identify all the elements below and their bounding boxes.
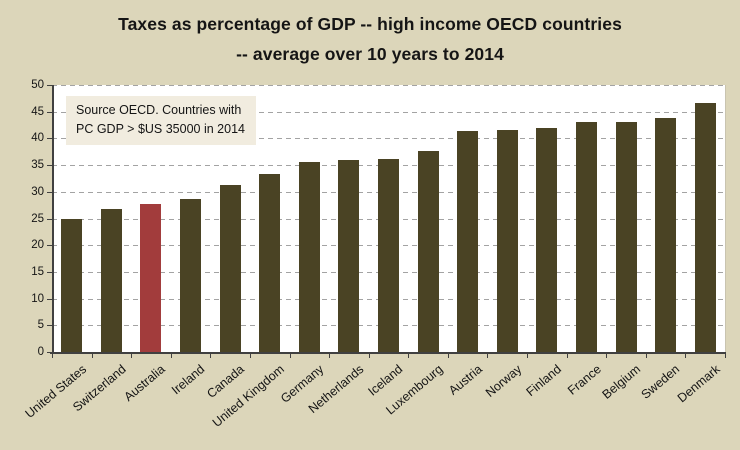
x-axis-tick (131, 354, 133, 358)
gridline-50 (52, 85, 725, 86)
x-axis-tick (606, 354, 608, 358)
y-axis-tick (47, 218, 52, 220)
bar-united-kingdom (259, 173, 281, 352)
bar-france (575, 122, 597, 352)
y-axis-tick (47, 165, 52, 167)
x-axis-label-finland: Finland (523, 362, 564, 400)
bar-ireland (180, 198, 202, 352)
x-axis-tick (447, 354, 449, 358)
x-axis-line (50, 352, 726, 354)
y-axis-tick (47, 191, 52, 193)
y-axis-tick (47, 298, 52, 300)
y-axis-tick-label-5: 5 (37, 319, 44, 332)
y-axis-tick-label-20: 20 (31, 239, 44, 252)
x-axis-tick (566, 354, 568, 358)
y-axis-tick (47, 111, 52, 113)
x-axis-tick (52, 354, 53, 358)
y-axis-tick-label-40: 40 (31, 132, 44, 145)
bar-united-states (61, 218, 83, 352)
chart-title-line1: Taxes as percentage of GDP -- high incom… (118, 14, 622, 34)
x-axis-label-denmark: Denmark (674, 362, 723, 406)
x-axis-label-united-kingdom: United Kingdom (209, 362, 287, 430)
bar-belgium (615, 121, 637, 352)
gridline-45 (52, 111, 725, 113)
x-axis-tick (329, 354, 331, 358)
x-axis-tick (368, 354, 370, 358)
chart-title: Taxes as percentage of GDP -- high incom… (0, 10, 740, 70)
bar-netherlands (338, 159, 360, 352)
x-axis-label-norway: Norway (482, 362, 525, 400)
y-axis-tick-label-50: 50 (31, 79, 44, 91)
y-axis-tick (47, 352, 52, 353)
x-axis-tick (408, 354, 410, 358)
x-axis-label-austria: Austria (445, 362, 485, 398)
y-axis-tick-label-30: 30 (31, 185, 44, 198)
y-axis-tick-label-45: 45 (31, 105, 44, 118)
x-axis-tick (645, 354, 647, 358)
bar-germany (298, 162, 320, 352)
bar-australia (140, 204, 162, 352)
bar-sweden (655, 117, 677, 352)
source-annotation: Source OECD. Countries with PC GDP > $US… (66, 96, 256, 145)
x-axis-label-ireland: Ireland (169, 362, 208, 398)
y-axis-tick (47, 138, 52, 140)
y-axis-tick-label-10: 10 (31, 292, 44, 305)
x-axis-tick (170, 354, 172, 358)
bar-austria (457, 131, 479, 352)
bar-iceland (378, 159, 399, 352)
bar-denmark (694, 103, 716, 352)
y-axis-tick (47, 325, 52, 327)
y-axis-line (52, 85, 54, 353)
x-axis-label-belgium: Belgium (599, 362, 644, 402)
x-axis-tick (91, 354, 93, 358)
x-axis-tick (249, 354, 251, 358)
bar-luxembourg (417, 150, 439, 352)
x-axis-labels: United States Switzerland Australia Ireland… (22, 358, 725, 450)
x-axis-tick (210, 354, 212, 358)
y-axis-tick-label-0: 0 (37, 346, 44, 358)
x-axis-tick (289, 354, 291, 358)
x-axis-tick (725, 354, 726, 358)
source-annotation-line2: PC GDP > $US 35000 in 2014 (76, 121, 245, 136)
bar-canada (219, 184, 241, 352)
x-axis-label-france: France (564, 362, 604, 398)
y-axis-tick-label-15: 15 (31, 265, 44, 278)
y-axis-tick-label-35: 35 (31, 159, 44, 172)
x-axis-tick (685, 354, 687, 358)
bar-switzerland (100, 209, 122, 352)
y-axis-tick (47, 245, 52, 247)
y-axis-tick (47, 271, 52, 273)
bar-norway (496, 130, 518, 352)
plot-area (52, 85, 726, 352)
chart-title-line2: -- average over 10 years to 2014 (236, 43, 504, 64)
y-axis-tick-label-25: 25 (31, 212, 44, 225)
gridline-40 (52, 138, 725, 140)
source-annotation-line1: Source OECD. Countries with (76, 103, 242, 117)
x-axis-label-australia: Australia (121, 362, 168, 404)
y-axis-tick (47, 85, 52, 86)
x-axis-tick (527, 354, 529, 358)
bar-finland (536, 127, 558, 352)
x-axis-tick (487, 354, 489, 358)
